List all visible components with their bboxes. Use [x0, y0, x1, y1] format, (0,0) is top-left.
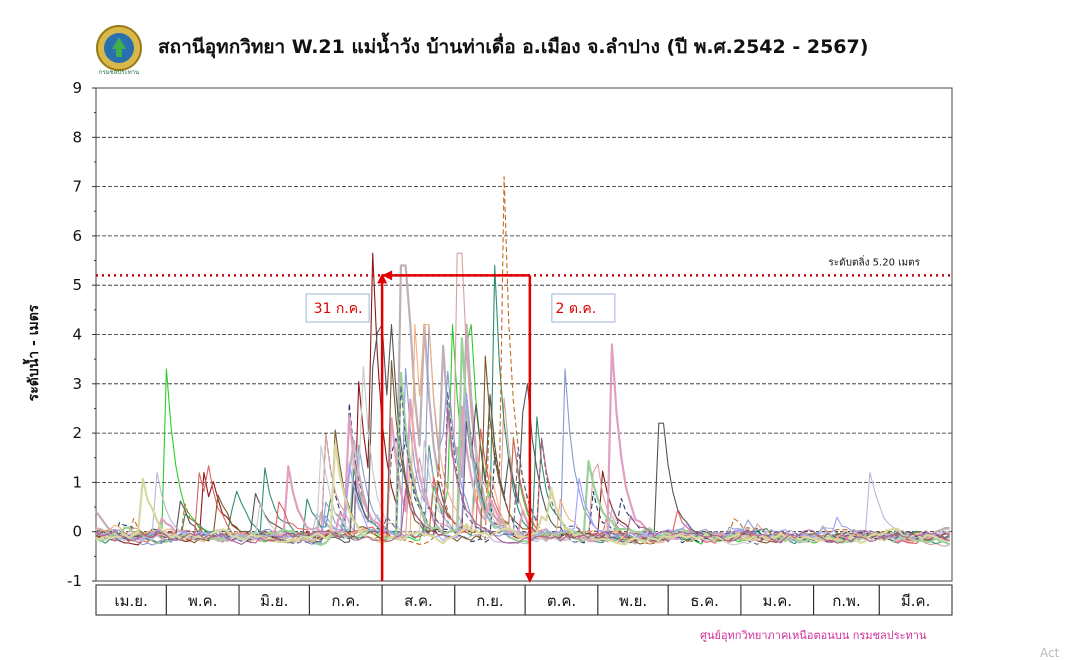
series-line-4 — [95, 264, 950, 545]
chart-title: สถานีอุทกวิทยา W.21 แม่น้ำวัง บ้านท่าเดื… — [158, 36, 869, 58]
source-credit: ศูนย์อุทกวิทยาภาคเหนือตอนบน กรมชลประทาน — [700, 629, 927, 642]
series-line-12 — [95, 428, 950, 544]
month-label: ส.ค. — [404, 592, 433, 610]
month-label: พ.ค. — [188, 592, 217, 610]
logo-emblem — [112, 37, 126, 57]
month-cell — [813, 584, 880, 616]
series-line-20 — [95, 406, 950, 545]
month-cell — [454, 584, 526, 616]
series-line-6 — [95, 264, 950, 545]
y-tick-label: -1 — [67, 572, 82, 590]
month-label: มิ.ย. — [260, 592, 288, 610]
y-tick-label: 4 — [72, 326, 82, 344]
y-tick-label: 0 — [72, 523, 82, 541]
month-cell — [740, 584, 815, 616]
y-tick-label: 2 — [72, 424, 82, 442]
y-tick-label: 5 — [72, 276, 82, 294]
corner-watermark: Act — [1040, 646, 1060, 660]
month-cell — [878, 584, 953, 616]
series-line-3 — [95, 252, 950, 546]
grid-lines — [96, 136, 952, 533]
series-line-13 — [95, 355, 951, 545]
y-tick-label: 7 — [72, 178, 82, 196]
logo-caption: กรมชลประทาน — [99, 69, 139, 76]
flood-start-box — [305, 293, 370, 323]
month-label: เม.ย. — [115, 592, 148, 610]
series-line-18 — [95, 385, 950, 545]
flood-bar-arrowhead — [382, 270, 393, 281]
series-line-14 — [95, 337, 951, 547]
month-label: ก.พ. — [832, 592, 861, 610]
annotation-layer: ระดับตลิ่ง 5.20 เมตร 31 ก.ค. 2 ต.ค. — [96, 254, 952, 583]
series-line-19 — [95, 444, 950, 546]
critical-level-label: ระดับตลิ่ง 5.20 เมตร — [828, 254, 920, 268]
month-cell — [238, 584, 310, 616]
flood-end-box — [551, 293, 616, 323]
month-label: มี.ค. — [901, 592, 930, 610]
month-label: ก.ย. — [476, 592, 503, 610]
month-label: พ.ย. — [619, 592, 647, 610]
month-cell — [667, 584, 742, 616]
flood-start-label: 31 ก.ค. — [314, 301, 363, 317]
department-logo: กรมชลประทาน — [93, 24, 145, 76]
series-line-7 — [95, 176, 950, 545]
month-label: ม.ค. — [763, 592, 792, 610]
flood-end-arrowhead — [524, 573, 535, 583]
month-cell — [95, 584, 167, 616]
month-cell — [597, 584, 669, 616]
y-axis-label: ระดับน้ำ - เมตร — [22, 304, 42, 401]
series-line-15 — [95, 366, 950, 546]
series-lines — [95, 176, 951, 547]
month-label: ต.ค. — [547, 592, 576, 610]
series-line-9 — [95, 343, 951, 543]
month-cell — [524, 584, 599, 616]
y-tick-label: 9 — [72, 79, 82, 97]
month-label: ธ.ค. — [690, 592, 719, 610]
series-line-5 — [95, 252, 950, 547]
flood-end-label: 2 ต.ค. — [556, 301, 597, 317]
month-label: ก.ค. — [331, 592, 360, 610]
axes: -1 0 1 2 3 4 5 6 7 8 9 เม.ย. พ.ค. มิ.ย. ก.ค. ส.ค. ก.ย. ต.… — [67, 79, 953, 616]
y-tick-label: 6 — [72, 227, 82, 245]
y-tick-label: 1 — [72, 473, 82, 491]
y-tick-label: 3 — [72, 375, 82, 393]
y-tick-label: 8 — [72, 128, 82, 146]
flood-start-arrowhead — [377, 273, 388, 284]
